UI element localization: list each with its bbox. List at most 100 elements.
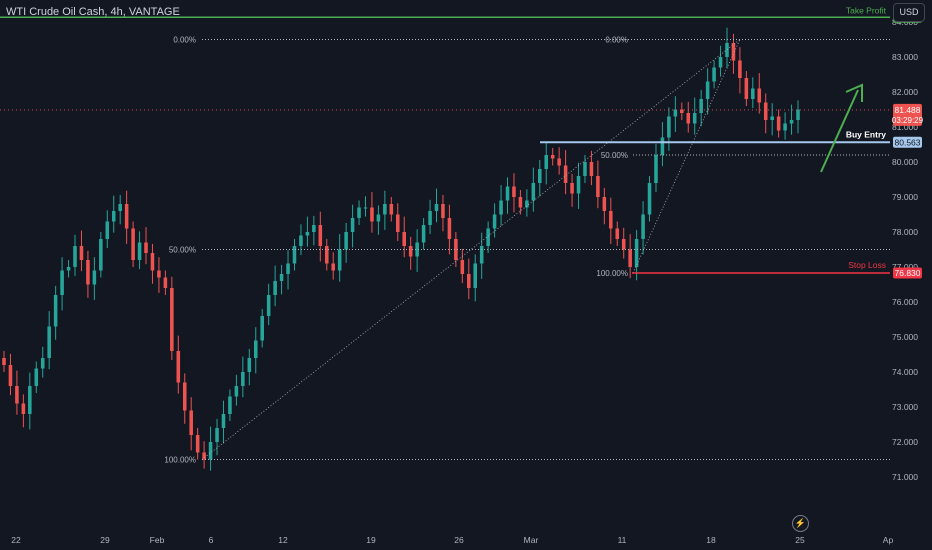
candle-body [241,372,245,386]
candle-body [79,246,84,260]
candle-body [563,165,568,183]
candle-body [692,113,697,124]
y-tick-label: 76.000 [892,297,918,307]
candle-body [731,43,736,61]
candle-body [40,358,45,369]
candle-body [331,263,335,271]
candle-body [428,211,432,225]
candle-body [473,263,478,288]
candle-body [2,358,6,365]
lightning-icon[interactable]: ⚡ [792,515,809,532]
candle-body [370,207,374,222]
candle-body [273,281,277,295]
x-tick-label: Mar [524,535,539,545]
arrow-shaft [820,89,859,173]
candle-body [253,340,258,358]
candle-body [538,169,542,183]
candle-body [86,260,90,285]
candle-body [389,204,394,215]
candle-body [486,228,490,246]
candle-body [447,218,452,239]
y-tick-label: 80.000 [892,157,918,167]
candle-body [744,78,749,99]
candle-body [499,200,503,215]
candle-body [105,221,110,239]
candle-body [667,116,671,138]
candle-body [673,109,678,117]
x-tick-label: 29 [100,535,110,545]
candle-body [647,183,652,215]
candle-body [415,242,419,257]
fib1-trend-line [201,39,741,460]
candle-body [738,60,742,78]
x-tick-label: 25 [795,535,805,545]
candle-body [376,214,381,222]
candle-body [144,242,148,253]
candle-body [454,239,458,260]
candle-body [615,228,620,239]
fib1-label-100: 100.00% [164,456,196,465]
candle-body [770,116,774,120]
candle-body [402,232,407,246]
candle-body [292,246,297,264]
x-tick-label: 22 [11,535,21,545]
y-tick-label: 71.000 [892,472,918,482]
x-tick-label: 11 [618,535,627,545]
candle-body [228,396,232,414]
candle-body [47,326,51,358]
candle-body [8,365,13,386]
candle-body [686,113,691,124]
candle-body [544,155,549,169]
candle-body [718,57,723,68]
candle-body [408,246,413,257]
candle-body [247,358,252,372]
candle-body [363,207,368,209]
candle-body [215,428,219,442]
stop-loss-badge-text: 76.830 [895,268,921,278]
candle-body [189,410,193,435]
candle-body [570,183,574,194]
stop-loss-label: Stop Loss [848,260,886,270]
arrow-head [845,83,863,102]
candle-body [118,204,122,211]
candle-body [596,176,600,197]
candle-body [383,204,387,215]
candle-body [337,249,342,271]
candle-body [776,116,781,131]
candle-body [783,123,787,131]
fib2-trend-line [632,39,741,274]
candle-body [73,246,77,267]
candle-body [312,225,316,232]
candle-body [505,186,510,201]
candle-body [525,200,529,208]
countdown-text: 03:29:29 [892,116,924,125]
candle-body [279,274,284,281]
candle-body [299,235,303,246]
candle-body [163,277,168,288]
candle-body [357,207,361,218]
buy-entry-badge [893,136,922,148]
candle-body [589,162,594,176]
currency-button[interactable]: USD [893,3,925,22]
candle-body [234,386,239,397]
candle-body [111,211,116,222]
candle-body [634,239,639,267]
candle-body [628,249,632,267]
candle-body [492,214,497,229]
candle-body [467,274,471,288]
x-tick-label: 26 [454,535,464,545]
y-tick-label: 77.000 [892,262,918,272]
candle-body [518,197,523,208]
candle-body [15,386,19,404]
candle-body [705,81,710,99]
candle-body [305,232,310,236]
candle-body [170,288,174,351]
candle-body [221,414,226,428]
candle-body [60,270,64,295]
candle-body [137,242,142,260]
candle-body [479,246,484,264]
stop-loss-badge [893,267,922,279]
candle-body [660,137,665,155]
buy-entry-label: Buy Entry [846,129,886,139]
